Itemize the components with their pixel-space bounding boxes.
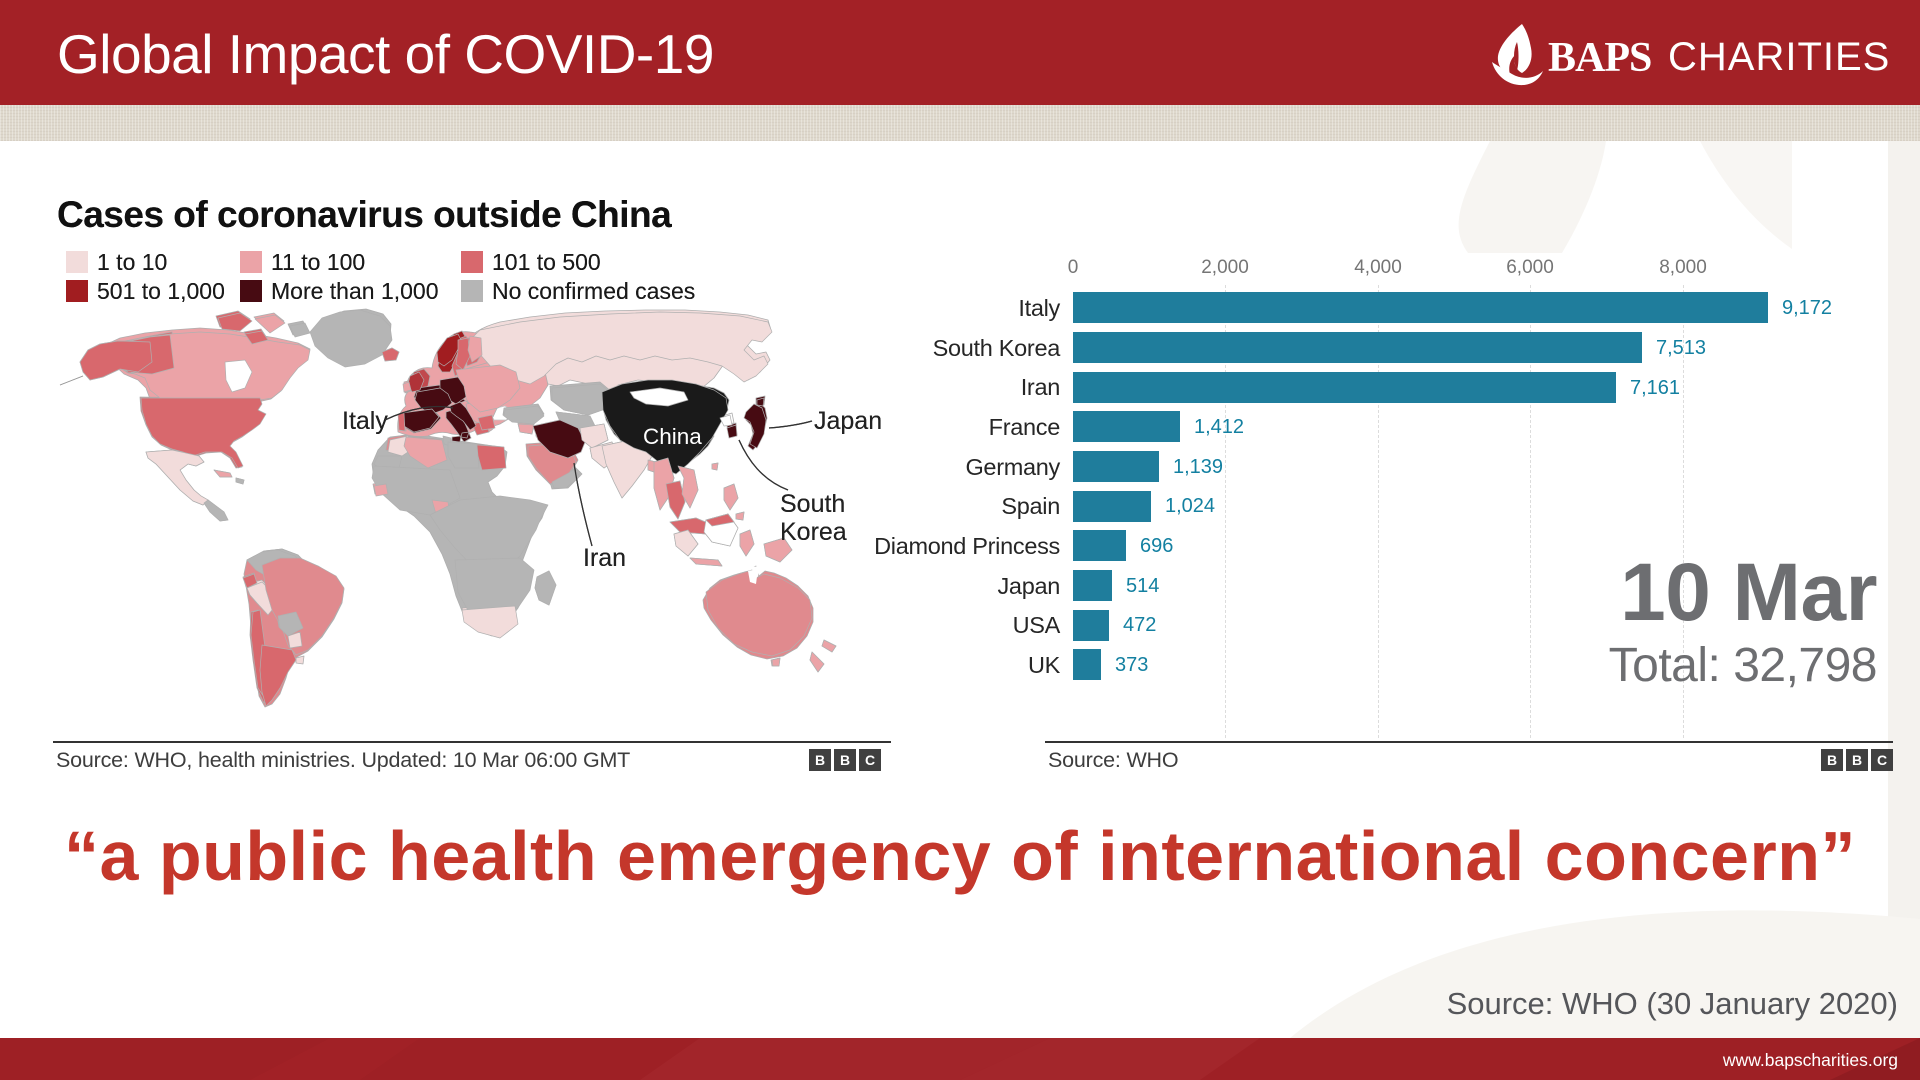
svg-text:Iran: Iran — [583, 544, 626, 572]
svg-text:China: China — [643, 424, 702, 449]
svg-text:Japan: Japan — [814, 407, 882, 435]
svg-text:Iran: Iran — [583, 544, 626, 572]
svg-text:Korea: Korea — [780, 518, 847, 546]
svg-text:South: South — [780, 490, 845, 518]
svg-text:Italy: Italy — [342, 407, 388, 435]
svg-text:Italy: Italy — [342, 407, 388, 435]
svg-text:CHARITIES: CHARITIES — [1668, 35, 1890, 79]
svg-text:Japan: Japan — [814, 407, 882, 435]
svg-text:Korea: Korea — [780, 518, 847, 546]
svg-text:BAPS: BAPS — [1548, 35, 1651, 81]
svg-text:South: South — [780, 490, 845, 518]
